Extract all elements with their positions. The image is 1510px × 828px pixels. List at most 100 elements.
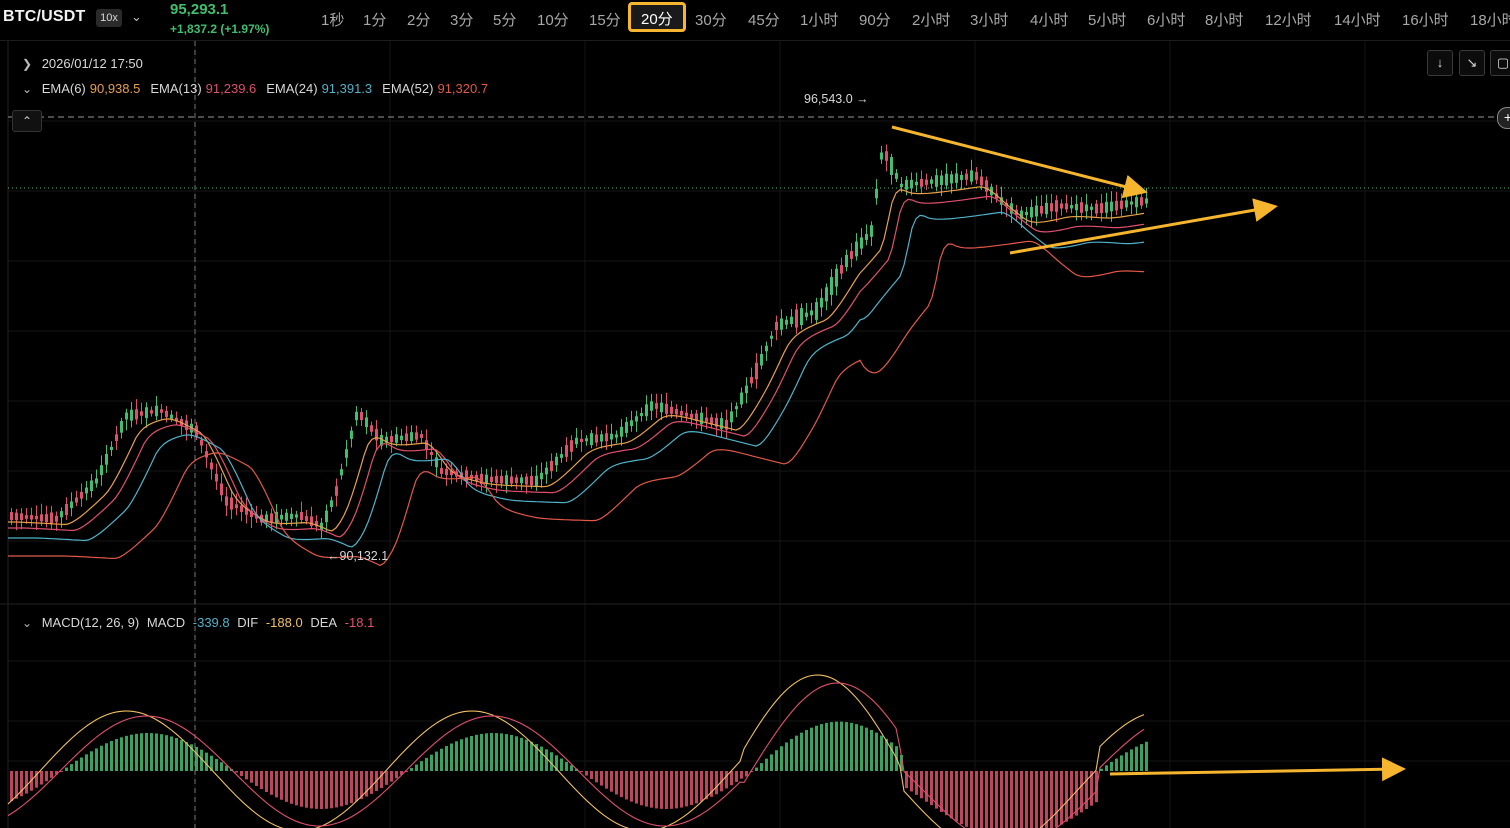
candle-body xyxy=(300,512,303,520)
interval-tab[interactable]: 90分 xyxy=(859,12,891,29)
candle-body xyxy=(1040,205,1043,214)
candle-body xyxy=(380,434,383,446)
top-bar: BTC/USDT 10x ⌄ 95,293.1 +1,837.2 (+1.97%… xyxy=(0,0,1510,41)
candle-body xyxy=(635,416,638,422)
chevron-down-icon[interactable]: ⌄ xyxy=(22,616,33,630)
chevron-right-icon[interactable]: ❯ xyxy=(22,57,33,71)
interval-tab[interactable]: 14小时 xyxy=(1334,12,1381,29)
macd-bar xyxy=(1060,771,1063,825)
macd-bar xyxy=(740,771,743,779)
date-legend: ❯ 2026/01/12 17:50 xyxy=(22,56,147,71)
ema-legend: ⌄ EMA(6) 90,938.5 EMA(13) 91,239.6 EMA(24) 91… xyxy=(22,81,498,96)
candle-body xyxy=(285,512,288,521)
candle-body xyxy=(680,410,683,416)
interval-tab[interactable]: 2小时 xyxy=(912,12,951,29)
candle-body xyxy=(240,505,243,512)
macd-bar xyxy=(680,771,683,808)
interval-tab[interactable]: 15分 xyxy=(589,12,621,29)
macd-bar xyxy=(565,761,568,771)
chevron-down-icon[interactable]: ⌄ xyxy=(22,82,33,96)
leverage-badge[interactable]: 10x xyxy=(96,9,122,27)
macd-bar xyxy=(355,771,358,802)
candle-body xyxy=(935,175,938,187)
candle-body xyxy=(555,456,558,466)
macd-bar xyxy=(840,721,843,771)
macd-bar xyxy=(470,735,473,771)
macd-bar xyxy=(80,757,83,771)
macd-bar xyxy=(580,771,583,773)
macd-bar xyxy=(730,771,733,786)
macd-bar xyxy=(385,771,388,785)
macd-bar xyxy=(300,771,303,807)
arrow-down-icon[interactable]: ↓ xyxy=(1427,50,1453,76)
candle-body xyxy=(715,417,718,427)
candle-body xyxy=(620,426,623,437)
add-line-icon[interactable]: + xyxy=(1497,107,1510,129)
macd-bar xyxy=(360,771,363,800)
macd-bar xyxy=(1050,771,1053,828)
candle-body xyxy=(40,514,43,522)
ema-value: 91,391.3 xyxy=(321,81,373,96)
macd-bar xyxy=(465,737,468,771)
candle-body xyxy=(795,309,798,328)
interval-tab[interactable]: 5分 xyxy=(493,12,517,29)
candle-body xyxy=(985,180,988,192)
macd-bar xyxy=(530,741,533,771)
macd-bar xyxy=(495,733,498,771)
candle-body xyxy=(695,413,698,422)
candle-body xyxy=(785,319,788,325)
macd-bar xyxy=(905,771,908,789)
interval-tab[interactable]: 16小时 xyxy=(1402,12,1449,29)
interval-tab[interactable]: 12小时 xyxy=(1265,12,1312,29)
interval-tab[interactable]: 1小时 xyxy=(800,12,839,29)
interval-tab[interactable]: 5小时 xyxy=(1088,12,1127,29)
macd-bar xyxy=(25,771,28,794)
interval-tab[interactable]: 10分 xyxy=(537,12,569,29)
interval-tab[interactable]: 30分 xyxy=(695,12,727,29)
macd-bar xyxy=(790,738,793,771)
interval-tab[interactable]: 3分 xyxy=(450,12,474,29)
macd-bar xyxy=(630,771,633,802)
interval-tab[interactable]: 20分 xyxy=(628,2,686,32)
collapse-button[interactable]: ⌃ xyxy=(12,110,42,132)
candle-body xyxy=(875,188,878,199)
macd-bar xyxy=(10,771,13,801)
interval-tab[interactable]: 1秒 xyxy=(321,12,345,29)
candle-body xyxy=(1045,202,1048,215)
macd-bar xyxy=(95,748,98,771)
interval-tab[interactable]: 1分 xyxy=(363,12,387,29)
price-chart[interactable] xyxy=(0,41,1510,828)
macd-bar xyxy=(1040,771,1043,828)
candle-body xyxy=(235,504,238,508)
interval-tab[interactable]: 6小时 xyxy=(1147,12,1186,29)
candle-body xyxy=(630,420,633,426)
candle-body xyxy=(1055,200,1058,212)
candle-body xyxy=(710,417,713,425)
candle-body xyxy=(775,322,778,330)
macd-bar xyxy=(205,752,208,771)
macd-bar xyxy=(610,771,613,792)
candle-body xyxy=(835,268,838,287)
interval-tab[interactable]: 45分 xyxy=(748,12,780,29)
interval-tab[interactable]: 8小时 xyxy=(1205,12,1244,29)
macd-bar xyxy=(710,771,713,797)
interval-tab[interactable]: 3小时 xyxy=(970,12,1009,29)
candle-body xyxy=(950,174,953,184)
chart-area[interactable]: ❯ 2026/01/12 17:50 ⌄ EMA(6) 90,938.5 EMA(1… xyxy=(0,41,1510,828)
candle-body xyxy=(525,476,528,485)
candle-body xyxy=(1140,197,1143,206)
fullscreen-icon[interactable]: ▢ xyxy=(1490,50,1510,76)
symbol-selector[interactable]: BTC/USDT xyxy=(3,8,86,25)
interval-tab[interactable]: 4小时 xyxy=(1030,12,1069,29)
candle-body xyxy=(370,425,373,432)
candle-body xyxy=(1020,210,1023,219)
chevron-down-icon[interactable]: ⌄ xyxy=(131,9,142,24)
candle-body xyxy=(410,432,413,442)
macd-bar xyxy=(735,771,738,782)
candle-body xyxy=(280,514,283,520)
interval-tab[interactable]: 18小时 xyxy=(1470,12,1510,29)
macd-bar xyxy=(845,722,848,771)
shrink-icon[interactable]: ↘ xyxy=(1459,50,1485,76)
candle-body xyxy=(1105,201,1108,213)
interval-tab[interactable]: 2分 xyxy=(407,12,431,29)
